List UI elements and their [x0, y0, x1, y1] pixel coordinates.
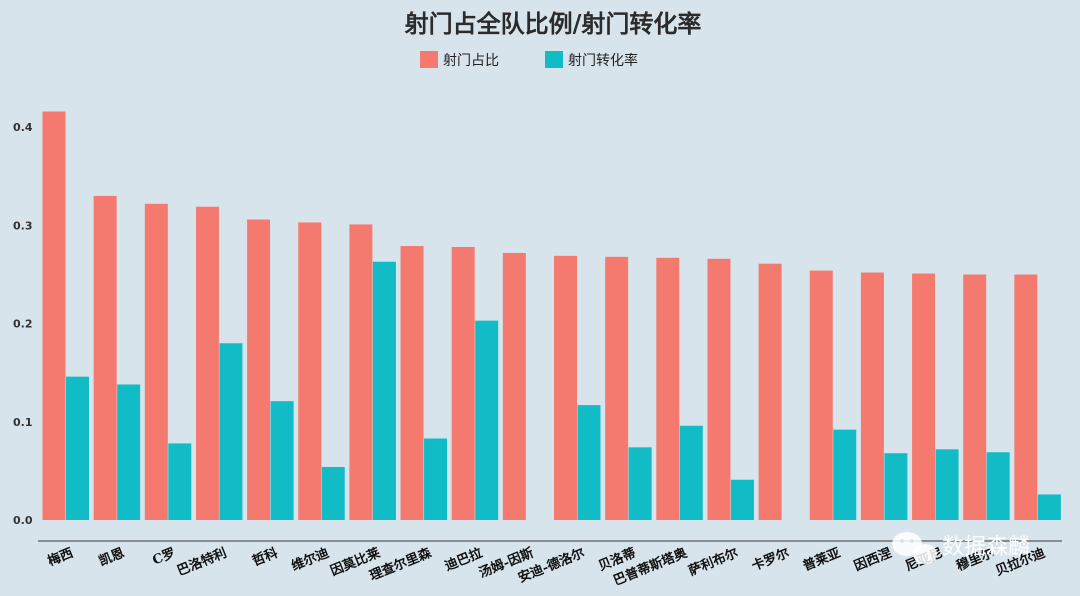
x-tick-label: 巴洛特利 — [175, 545, 229, 579]
bar-shot-share-14 — [758, 263, 782, 520]
x-tick-label: 萨利布尔 — [686, 545, 740, 579]
bar-shot-share-1 — [93, 195, 117, 520]
bar-shot-share-7 — [400, 246, 424, 520]
bar-conversion-1 — [117, 384, 141, 520]
bar-conversion-3 — [219, 343, 243, 520]
legend: 射门占比 射门转化率 — [420, 51, 638, 69]
bar-conversion-11 — [628, 447, 652, 520]
bar-shot-share-2 — [144, 203, 168, 520]
legend-swatch-0 — [420, 51, 438, 68]
bar-shot-share-13 — [707, 258, 731, 520]
y-tick-label: 0.4 — [13, 121, 33, 134]
x-tick-label: 卡罗尔 — [749, 545, 791, 574]
bar-conversion-12 — [679, 425, 703, 520]
y-tick-label: 0.1 — [13, 416, 33, 429]
chart-title: 射门占全队比例/射门转化率 — [404, 9, 702, 38]
watermark: 数据森麟 — [892, 532, 1030, 564]
bar-shot-share-9 — [502, 252, 526, 520]
legend-label-1: 射门转化率 — [568, 52, 638, 69]
bar-shot-share-12 — [656, 257, 680, 520]
legend-label-0: 射门占比 — [443, 53, 499, 69]
legend-swatch-1 — [545, 51, 563, 68]
y-tick-label: 0.3 — [13, 219, 33, 232]
bar-conversion-8 — [475, 320, 499, 520]
x-tick-label: 梅西 — [45, 545, 75, 570]
bar-conversion-18 — [986, 452, 1010, 520]
bar-conversion-10 — [577, 405, 601, 520]
x-tick-label: 因西涅 — [852, 545, 894, 574]
x-tick-label: 普莱亚 — [801, 545, 843, 574]
x-tick-label: 维尔迪 — [289, 545, 331, 574]
bar-conversion-2 — [168, 443, 192, 520]
bar-conversion-15 — [833, 429, 857, 520]
bar-conversion-6 — [372, 261, 396, 520]
bar-conversion-19 — [1037, 494, 1061, 520]
y-axis: 0.0 0.1 0.2 0.3 0.4 — [13, 121, 33, 527]
x-tick-label: 哲科 — [250, 545, 280, 570]
bars — [42, 111, 1061, 521]
wechat-icon — [892, 532, 937, 564]
bar-shot-share-11 — [605, 256, 629, 520]
y-tick-label: 0.0 — [13, 514, 33, 527]
bar-conversion-7 — [424, 438, 448, 520]
bar-shot-share-5 — [298, 222, 322, 521]
bar-conversion-0 — [66, 376, 89, 520]
bar-shot-share-4 — [247, 219, 271, 520]
y-tick-label: 0.2 — [13, 318, 33, 331]
bar-conversion-13 — [730, 479, 754, 520]
bar-shot-share-18 — [963, 274, 987, 520]
bar-shot-share-6 — [349, 224, 373, 520]
bar-conversion-4 — [270, 401, 294, 520]
bar-shot-share-17 — [912, 273, 936, 520]
bar-shot-share-3 — [195, 206, 219, 520]
bar-shot-share-10 — [554, 255, 577, 521]
x-tick-label: C罗 — [151, 546, 178, 569]
bar-shot-share-8 — [451, 247, 475, 520]
watermark-text: 数据森麟 — [942, 535, 1030, 560]
bar-conversion-17 — [935, 449, 959, 520]
x-tick-label: 凯恩 — [97, 545, 127, 570]
bar-shot-share-0 — [42, 111, 66, 520]
bar-shot-share-19 — [1014, 274, 1038, 520]
bar-shot-share-16 — [860, 272, 884, 520]
bar-conversion-5 — [321, 466, 345, 520]
bar-conversion-16 — [884, 453, 908, 520]
bar-shot-share-15 — [809, 270, 833, 520]
